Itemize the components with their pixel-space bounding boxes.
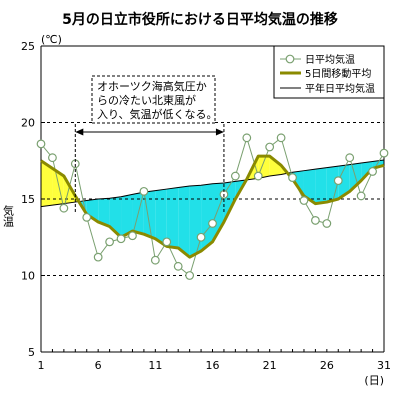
y-tick-labels: 5 10 15 20 25 <box>21 40 35 359</box>
cool-fill <box>109 196 122 238</box>
cool-fill <box>166 187 179 248</box>
daily-point <box>345 153 355 163</box>
daily-point <box>48 153 57 163</box>
daily-point <box>139 186 149 196</box>
daily-point <box>276 133 286 143</box>
y-tick-label: 20 <box>21 117 35 130</box>
normal-temperature-line <box>40 159 385 208</box>
daily-point <box>116 234 126 244</box>
daily-point <box>150 255 160 265</box>
y-tick-label: 5 <box>28 346 35 359</box>
daily-point <box>185 271 195 280</box>
annotation: オホーツク海高気圧か らの冷たい北東風が 入り、気温が低くなる。 <box>74 75 225 212</box>
daily-point <box>93 252 103 262</box>
daily-point <box>105 237 114 247</box>
legend-normal-label: 平年日平均気温 <box>305 82 375 95</box>
daily-point <box>356 191 366 201</box>
x-tick-label: 26 <box>320 359 334 372</box>
y-axis-label: 気温 <box>2 204 15 227</box>
x-tick-label: 31 <box>377 359 391 372</box>
annotation-span-arrow <box>74 124 225 212</box>
x-tick-labels: 1 6 11 16 21 26 31 <box>38 359 392 372</box>
daily-point <box>196 232 206 242</box>
daily-point <box>288 173 297 182</box>
y-tick-label: 15 <box>21 193 35 206</box>
cool-fill <box>98 198 110 227</box>
x-tick-label: 6 <box>95 359 102 372</box>
daily-point <box>311 216 320 225</box>
daily-point <box>368 167 377 176</box>
daily-point <box>333 176 343 186</box>
daily-point <box>379 148 389 158</box>
x-unit-label: (日) <box>364 374 384 387</box>
cool-fill <box>178 186 190 258</box>
daily-point <box>162 237 172 247</box>
legend-daily-marker <box>285 54 295 64</box>
daily-markers <box>36 133 389 280</box>
cool-fill <box>338 164 350 199</box>
cool-fill <box>143 190 156 239</box>
annotation-line-3: 入り、気温が低くなる。 <box>97 107 218 121</box>
legend-daily-label: 日平均気温 <box>305 53 355 66</box>
x-tick-label: 1 <box>38 359 45 372</box>
annotation-box <box>91 75 216 124</box>
cool-fill <box>189 185 202 258</box>
daily-point <box>322 219 332 228</box>
cool-fill <box>155 189 167 247</box>
daily-point <box>208 219 217 228</box>
x-tick-label: 21 <box>263 359 277 372</box>
cool-fill <box>303 169 316 204</box>
daily-point <box>128 231 137 241</box>
daily-point <box>230 171 240 181</box>
warm-fill <box>41 160 53 207</box>
span-arrowhead-left <box>75 128 84 136</box>
daily-point <box>173 261 183 271</box>
cool-fill <box>315 167 327 204</box>
y-tick-label: 25 <box>21 40 35 53</box>
warm-fill <box>269 156 282 177</box>
legend-moving-label: 5日間移動平均 <box>305 67 371 80</box>
daily-point <box>82 212 92 222</box>
daily-point <box>253 171 263 181</box>
x-tick-label: 16 <box>206 359 220 372</box>
moving-average-line <box>40 154 385 259</box>
daily-point <box>265 142 275 152</box>
daily-point <box>299 196 309 205</box>
annotation-line-2: らの冷たい北東風が <box>97 93 196 107</box>
y-unit-label: (℃) <box>41 33 62 46</box>
span-arrowhead-right <box>215 128 224 136</box>
y-tick-label: 10 <box>21 270 35 283</box>
daily-point <box>36 139 46 149</box>
chart-title: 5月の日立市役所における日平均気温の推移 <box>62 11 338 28</box>
x-tick-label: 11 <box>148 359 162 372</box>
legend: 日平均気温 5日間移動平均 平年日平均気温 <box>273 45 385 99</box>
daily-point <box>59 203 69 213</box>
annotation-line-1: オホーツク海高気圧か <box>97 79 207 93</box>
daily-point <box>242 133 252 143</box>
cool-fill <box>121 194 133 238</box>
